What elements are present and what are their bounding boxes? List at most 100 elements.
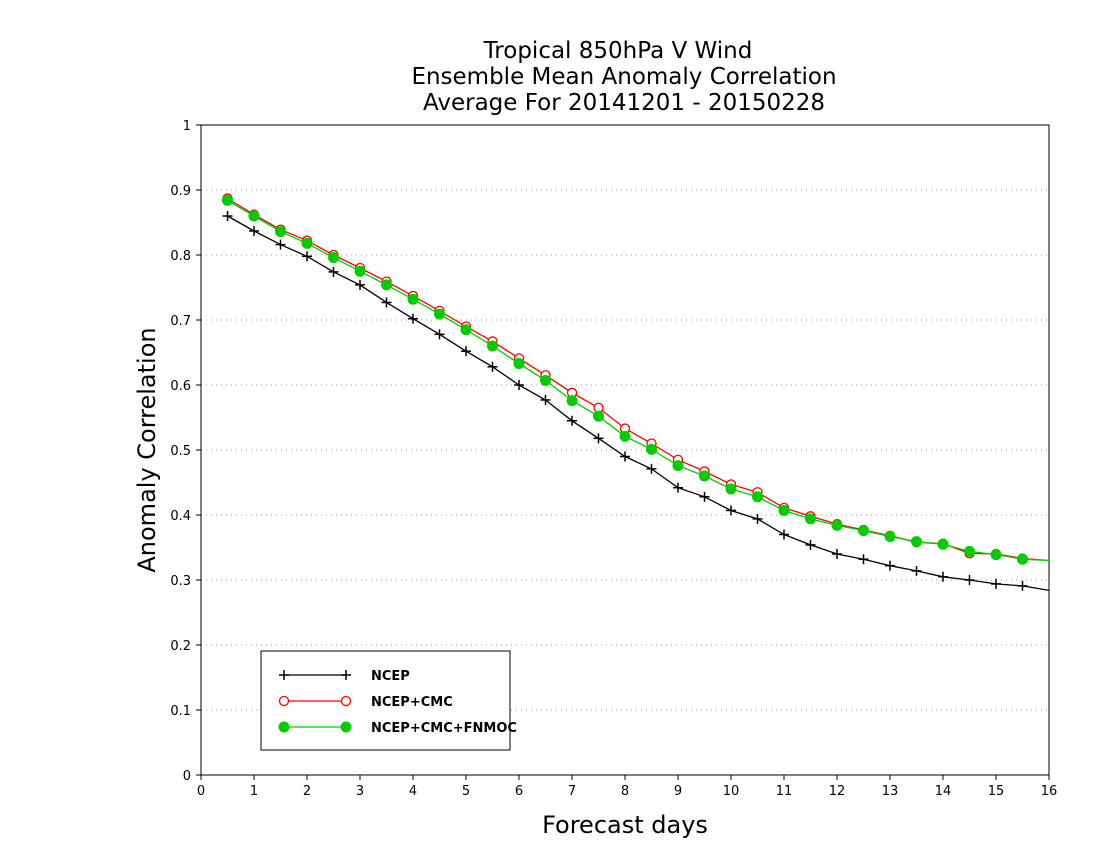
legend-item: NCEP+CMC [278,695,453,710]
series-line [227,215,1050,592]
x-tick-label: 11 [776,784,793,799]
data-point-filled-circle [1017,553,1028,565]
data-point-plus [938,571,948,582]
series-line [227,199,1050,562]
x-tick-label: 12 [829,784,846,799]
data-point-plus [487,361,498,372]
series-ncep [222,211,1050,592]
x-tick-label: 0 [197,784,205,799]
data-point-filled-circle [381,279,392,291]
data-point-plus [355,279,365,290]
x-tick-label: 6 [515,784,523,799]
data-point-plus [275,239,286,250]
data-point-filled-circle [540,374,551,386]
data-point-plus [620,451,630,462]
x-tick-label: 1 [250,784,258,799]
data-point-filled-circle [990,549,1002,561]
y-tick-label: 0.5 [170,444,191,459]
y-axis-title: Anomaly Correlation [133,327,161,572]
data-point-filled-circle [884,530,896,542]
data-point-filled-circle [275,226,286,238]
data-point-plus [858,554,869,565]
y-tick-label: 0.7 [170,314,191,329]
x-tick-label: 3 [356,784,364,799]
data-point-plus [805,539,816,550]
data-point-plus [726,505,736,516]
data-point-filled-circle [434,308,445,320]
data-point-plus [434,329,445,340]
chart-title: Tropical 850hPa V Wind Ensemble Mean Ano… [411,38,836,116]
data-point-filled-circle [778,504,790,516]
axis-ticks: 00.10.20.30.40.50.60.70.80.910 1 2 3 4 5 6 7 8 9 1… [170,119,1057,799]
data-point-filled-circle [831,519,843,531]
x-axis-title: Forecast days [542,811,708,839]
y-tick-label: 0.1 [170,704,191,719]
y-tick-label: 0.6 [170,379,191,394]
data-point-open-circle [340,695,352,707]
legend-item: NCEP [279,669,410,684]
x-tick-label: 13 [882,784,899,799]
y-tick-label: 1 [183,119,191,134]
series-line [227,197,1050,562]
data-point-plus [673,482,683,493]
data-point-filled-circle [340,721,352,733]
data-point-plus [540,394,551,405]
data-point-filled-circle [460,324,472,336]
legend-label: NCEP [371,669,410,684]
y-tick-label: 0 [183,769,191,784]
y-tick-label: 0.9 [170,184,191,199]
x-tick-label: 8 [621,784,629,799]
data-point-plus [779,529,789,540]
chart-title-line-1: Tropical 850hPa V Wind [483,38,753,64]
data-point-filled-circle [593,410,604,422]
series-ncep-cmc-fnmoc [222,194,1050,565]
data-point-filled-circle [911,536,922,548]
data-point-plus [249,225,259,236]
x-tick-label: 15 [988,784,1005,799]
x-tick-label: 10 [723,784,740,799]
data-point-filled-circle [566,395,578,407]
data-point-plus [593,433,604,444]
data-point-plus [964,575,975,585]
data-point-filled-circle [619,430,631,442]
data-point-filled-circle [248,210,260,222]
series-layer [222,193,1050,592]
x-tick-label: 4 [409,784,417,799]
data-point-plus [752,513,763,524]
data-point-filled-circle [858,525,869,537]
data-point-filled-circle [328,252,339,264]
data-point-plus [222,211,233,221]
data-point-filled-circle [222,194,233,206]
x-tick-label: 5 [462,784,470,799]
y-tick-label: 0.2 [170,639,191,654]
data-point-plus [832,549,842,559]
data-point-plus [991,578,1001,589]
chart-title-line-2: Ensemble Mean Anomaly Correlation [411,64,836,90]
data-point-plus [911,565,922,576]
data-point-filled-circle [752,491,763,503]
data-point-filled-circle [354,265,366,277]
data-point-filled-circle [672,460,684,472]
series-ncep-cmc [222,193,1050,564]
x-tick-label: 9 [674,784,682,799]
data-point-filled-circle [513,358,525,370]
x-tick-label: 2 [303,784,311,799]
data-point-filled-circle [964,545,975,557]
data-point-filled-circle [805,513,816,525]
legend-item: NCEP+CMC+FNMOC [278,721,517,736]
data-point-filled-circle [699,470,710,482]
data-point-filled-circle [487,340,498,352]
data-point-open-circle [278,695,290,707]
legend-items: NCEP NCEP+CMC NCEP+CMC+FNMOC [278,669,517,736]
data-point-plus [302,251,312,262]
data-point-filled-circle [301,237,313,249]
data-point-plus [408,313,418,324]
y-tick-label: 0.4 [170,509,191,524]
legend: NCEP NCEP+CMC NCEP+CMC+FNMOC [260,650,517,751]
chart-title-line-3: Average For 20141201 - 20150228 [423,90,825,116]
data-point-plus [461,346,471,357]
data-point-filled-circle [646,443,657,455]
data-point-plus [1017,580,1028,591]
data-point-plus [699,491,710,502]
